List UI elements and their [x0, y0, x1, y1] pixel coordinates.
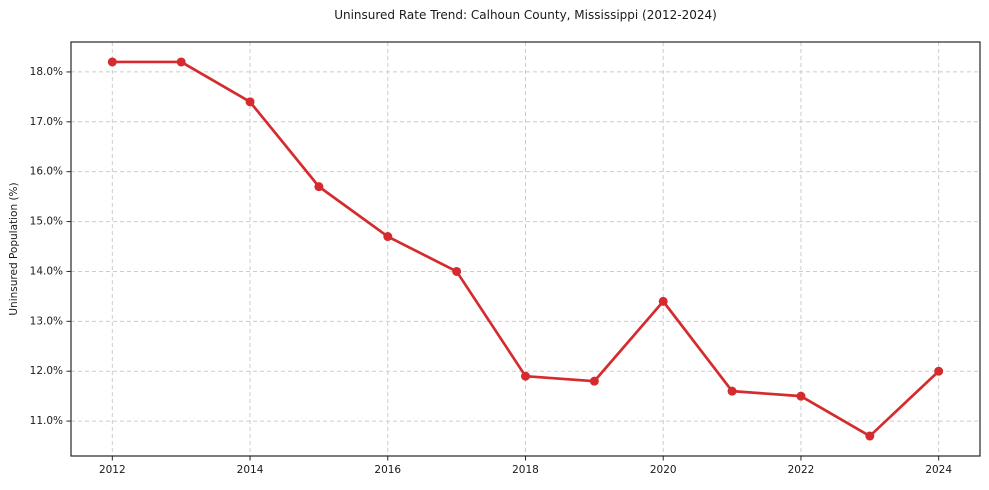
y-tick-label: 14.0% — [30, 265, 63, 277]
x-tick-label: 2024 — [925, 464, 952, 476]
data-point-2013 — [176, 57, 186, 67]
x-tick-label: 2020 — [650, 464, 677, 476]
plot-border — [70, 41, 981, 457]
data-point-2019 — [589, 376, 599, 386]
data-point-2022 — [796, 391, 806, 401]
data-point-2024 — [934, 366, 944, 376]
data-point-2021 — [727, 386, 737, 396]
x-tick-label: 2022 — [788, 464, 815, 476]
y-tick-label: 12.0% — [30, 365, 63, 377]
y-tick-label: 17.0% — [30, 116, 63, 128]
data-point-2023 — [865, 431, 875, 441]
data-point-2012 — [107, 57, 117, 67]
data-point-2017 — [452, 266, 462, 276]
y-tick-label: 15.0% — [30, 216, 63, 228]
y-tick-label: 13.0% — [30, 315, 63, 327]
data-point-2014 — [245, 97, 255, 107]
y-tick-label: 18.0% — [30, 66, 63, 78]
data-point-2015 — [314, 182, 324, 192]
data-point-2020 — [658, 296, 668, 306]
y-tick-label: 11.0% — [30, 415, 63, 427]
data-point-2016 — [383, 232, 393, 242]
chart-title: Uninsured Rate Trend: Calhoun County, Mi… — [334, 8, 717, 22]
x-tick-label: 2012 — [99, 464, 126, 476]
x-tick-label: 2018 — [512, 464, 539, 476]
x-tick-label: 2014 — [237, 464, 264, 476]
x-tick-label: 2016 — [374, 464, 401, 476]
y-tick-label: 16.0% — [30, 166, 63, 178]
data-point-2018 — [521, 371, 530, 381]
